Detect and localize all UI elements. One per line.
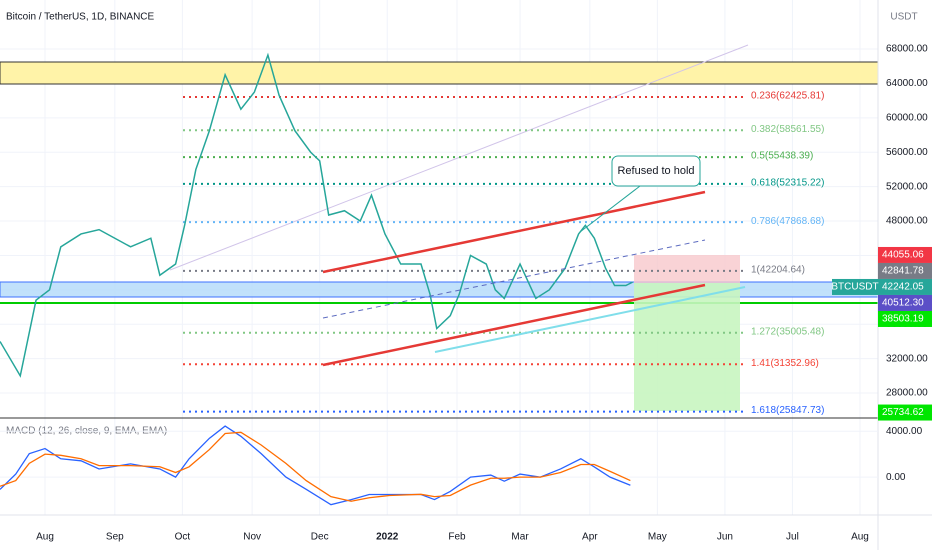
- series-line: [0, 52, 633, 378]
- price-tag-label: 25734.62: [882, 407, 924, 418]
- x-tick-label: Mar: [511, 532, 529, 543]
- y-tick-label: 48000.00: [886, 216, 928, 227]
- fib-label: 1.618(25847.73): [751, 405, 824, 416]
- x-tick-label: May: [648, 532, 667, 543]
- x-tick-label: 2022: [376, 532, 399, 543]
- price-tag: [878, 404, 932, 421]
- callout-box: [611, 155, 701, 187]
- x-tick-label: Aug: [851, 532, 869, 543]
- price-series: [0, 52, 633, 378]
- price-tag: [878, 246, 932, 263]
- y-tick-label: 52000.00: [886, 181, 928, 192]
- y-tick-label: 60000.00: [886, 112, 928, 123]
- macd-pane: 4000.00 0.00: [0, 425, 923, 506]
- symbol-tag: [832, 278, 878, 295]
- x-tick-label: Feb: [448, 532, 466, 543]
- price-tag: [878, 294, 932, 311]
- price-tag-label: 42841.78: [882, 266, 924, 277]
- y-tick-label: 32000.00: [886, 353, 928, 364]
- price-tag-label: 38503.19: [882, 314, 924, 325]
- channel-bottom: [322, 283, 706, 367]
- channel-mid: [322, 239, 706, 319]
- fib-label: 0.618(52315.22): [751, 178, 824, 189]
- x-tick-label: Nov: [243, 532, 261, 543]
- y-tick-label: 28000.00: [886, 388, 928, 399]
- channel-top: [322, 190, 706, 274]
- price-tag: [878, 278, 932, 295]
- x-tick-label: Jul: [786, 532, 799, 543]
- y-tick-label: 0.00: [886, 472, 906, 483]
- fib-label: 1(42204.64): [751, 265, 805, 276]
- y-tick-label: 56000.00: [886, 147, 928, 158]
- target-zone: [634, 283, 740, 411]
- fib-label: 0.236(62425.81): [751, 91, 824, 102]
- price-tag-label: 40512.30: [882, 298, 924, 309]
- annotation: Refused to hold: [617, 165, 694, 177]
- currency: USDT: [890, 12, 917, 23]
- x-tick-label: Apr: [582, 532, 598, 543]
- chart-title: Bitcoin / TetherUS, 1D, BINANCE: [6, 12, 155, 23]
- y-tick-label: 64000.00: [886, 78, 928, 89]
- series-line: [0, 431, 631, 502]
- series-line: [0, 425, 631, 506]
- price-tag: [878, 262, 932, 279]
- callout-pointer: [579, 185, 641, 233]
- x-tick-label: Dec: [311, 532, 329, 543]
- y-tick-label: 68000.00: [886, 44, 928, 55]
- fib-label: 0.382(58561.55): [751, 124, 824, 135]
- x-tick-label: Sep: [106, 532, 124, 543]
- x-tick-label: Aug: [36, 532, 54, 543]
- x-tick-label: Jun: [717, 532, 733, 543]
- fib-label: 0.5(55438.39): [751, 151, 813, 162]
- y-tick-label: 4000.00: [886, 426, 923, 437]
- support-trend: [434, 286, 746, 353]
- fib-label: 1.272(35005.48): [751, 326, 824, 337]
- price-tags: 44055.06 42841.78 42242.05 BTCUSDT 40512.30 3…: [831, 246, 932, 421]
- x-tick-label: Oct: [175, 532, 191, 543]
- price-tag: [878, 310, 932, 327]
- stop-zone: [634, 255, 740, 283]
- fib-label: 0.786(47868.68): [751, 216, 824, 227]
- symbol-tag-label: BTCUSDT: [831, 282, 878, 293]
- price-tag-label: 44055.06: [882, 250, 924, 261]
- price-tag-label: 42242.05: [882, 282, 924, 293]
- resistance-zone: [0, 61, 879, 85]
- fib-label: 1.41(31352.96): [751, 358, 819, 369]
